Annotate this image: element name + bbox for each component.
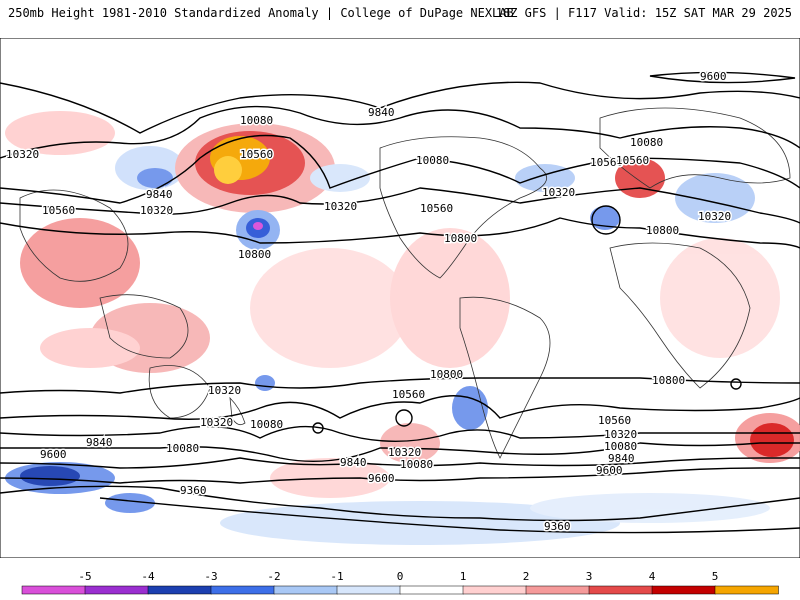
anomaly-map: 9600 10320 9840 10080 10560 10320 10560 … xyxy=(0,38,800,558)
color-bin xyxy=(462,585,527,595)
contour-label: 10560 xyxy=(240,148,273,161)
contour-label: 10320 xyxy=(324,200,357,213)
contour-label: 9600 xyxy=(40,448,67,461)
color-scale-tick-label: 4 xyxy=(649,570,656,583)
color-bin xyxy=(84,585,149,595)
contour-label: 10320 xyxy=(698,210,731,223)
contour-label: 10320 xyxy=(542,186,575,199)
color-bin xyxy=(651,585,716,595)
contour-label: 10320 xyxy=(388,446,421,459)
contour-label: 10080 xyxy=(630,136,663,149)
contour-label: 9600 xyxy=(596,464,623,477)
contour-label: 10080 xyxy=(240,114,273,127)
contour-label: 10320 xyxy=(6,148,39,161)
color-bin xyxy=(525,585,590,595)
map-title: 250mb Height 1981-2010 Standardized Anom… xyxy=(8,6,514,20)
contour-label: 9600 xyxy=(368,472,395,485)
contour-label: 10560 xyxy=(598,414,631,427)
height-contours xyxy=(0,71,800,534)
color-bin xyxy=(273,585,338,595)
color-scale-tick-label: 5 xyxy=(712,570,719,583)
contour-label: 9360 xyxy=(544,520,571,533)
contour-label: 10320 xyxy=(140,204,173,217)
contour-label: 10800 xyxy=(646,224,679,237)
color-bin xyxy=(399,585,464,595)
contour-label: 10320 xyxy=(208,384,241,397)
contour-label: 9840 xyxy=(608,452,635,465)
contour-label: 9840 xyxy=(340,456,367,469)
contour-label: 10080 xyxy=(416,154,449,167)
color-scale-tick-label: -4 xyxy=(141,570,155,583)
contour-labels: 9600 10320 9840 10080 10560 10320 10560 … xyxy=(5,69,733,535)
color-scale-tick-label: -1 xyxy=(330,570,343,583)
color-scale-tick-label: 0 xyxy=(397,570,404,583)
contour-label: 10560 xyxy=(392,388,425,401)
color-scale-tick-label: 3 xyxy=(586,570,593,583)
color-bin xyxy=(21,585,86,595)
contour-label: 10080 xyxy=(604,440,637,453)
contour-label: 10320 xyxy=(200,416,233,429)
color-bin xyxy=(147,585,212,595)
contour-label: 10080 xyxy=(400,458,433,471)
contour-label: 10560 xyxy=(590,156,623,169)
contour-label: 9840 xyxy=(368,106,395,119)
contour-label: 10560 xyxy=(42,204,75,217)
contour-label: 9600 xyxy=(700,70,727,83)
color-bin xyxy=(588,585,653,595)
contour-label: 10080 xyxy=(250,418,283,431)
anomaly-shading xyxy=(5,111,800,545)
color-bin xyxy=(210,585,275,595)
color-scale: -5 -4 -3 -2 -1 0 1 2 3 4 5 xyxy=(21,570,779,595)
color-bin xyxy=(336,585,401,595)
color-scale-tick-label: -3 xyxy=(204,570,217,583)
contour-label: 10080 xyxy=(166,442,199,455)
contour-label: 10560 xyxy=(616,154,649,167)
coastlines xyxy=(19,107,791,459)
color-scale-bar: -5 -4 -3 -2 -1 0 1 2 3 4 5 xyxy=(10,560,790,600)
color-scale-tick-label: 2 xyxy=(523,570,530,583)
contour-label: 10800 xyxy=(652,374,685,387)
color-scale-tick-label: 1 xyxy=(460,570,467,583)
valid-time: 18Z GFS | F117 Valid: 15Z SAT MAR 29 202… xyxy=(495,6,792,20)
contour-label: 10800 xyxy=(238,248,271,261)
contour-label: 10800 xyxy=(444,232,477,245)
map-panel: 9600 10320 9840 10080 10560 10320 10560 … xyxy=(0,38,800,558)
color-bin xyxy=(714,585,779,595)
contour-label: 10320 xyxy=(604,428,637,441)
color-scale-tick-label: -5 xyxy=(78,570,91,583)
header: 250mb Height 1981-2010 Standardized Anom… xyxy=(0,0,800,38)
contour-label: 9840 xyxy=(146,188,173,201)
color-scale-tick-label: -2 xyxy=(267,570,280,583)
contour-label: 9840 xyxy=(86,436,113,449)
contour-label: 9360 xyxy=(180,484,207,497)
contour-label: 10800 xyxy=(430,368,463,381)
contour-label: 10560 xyxy=(420,202,453,215)
